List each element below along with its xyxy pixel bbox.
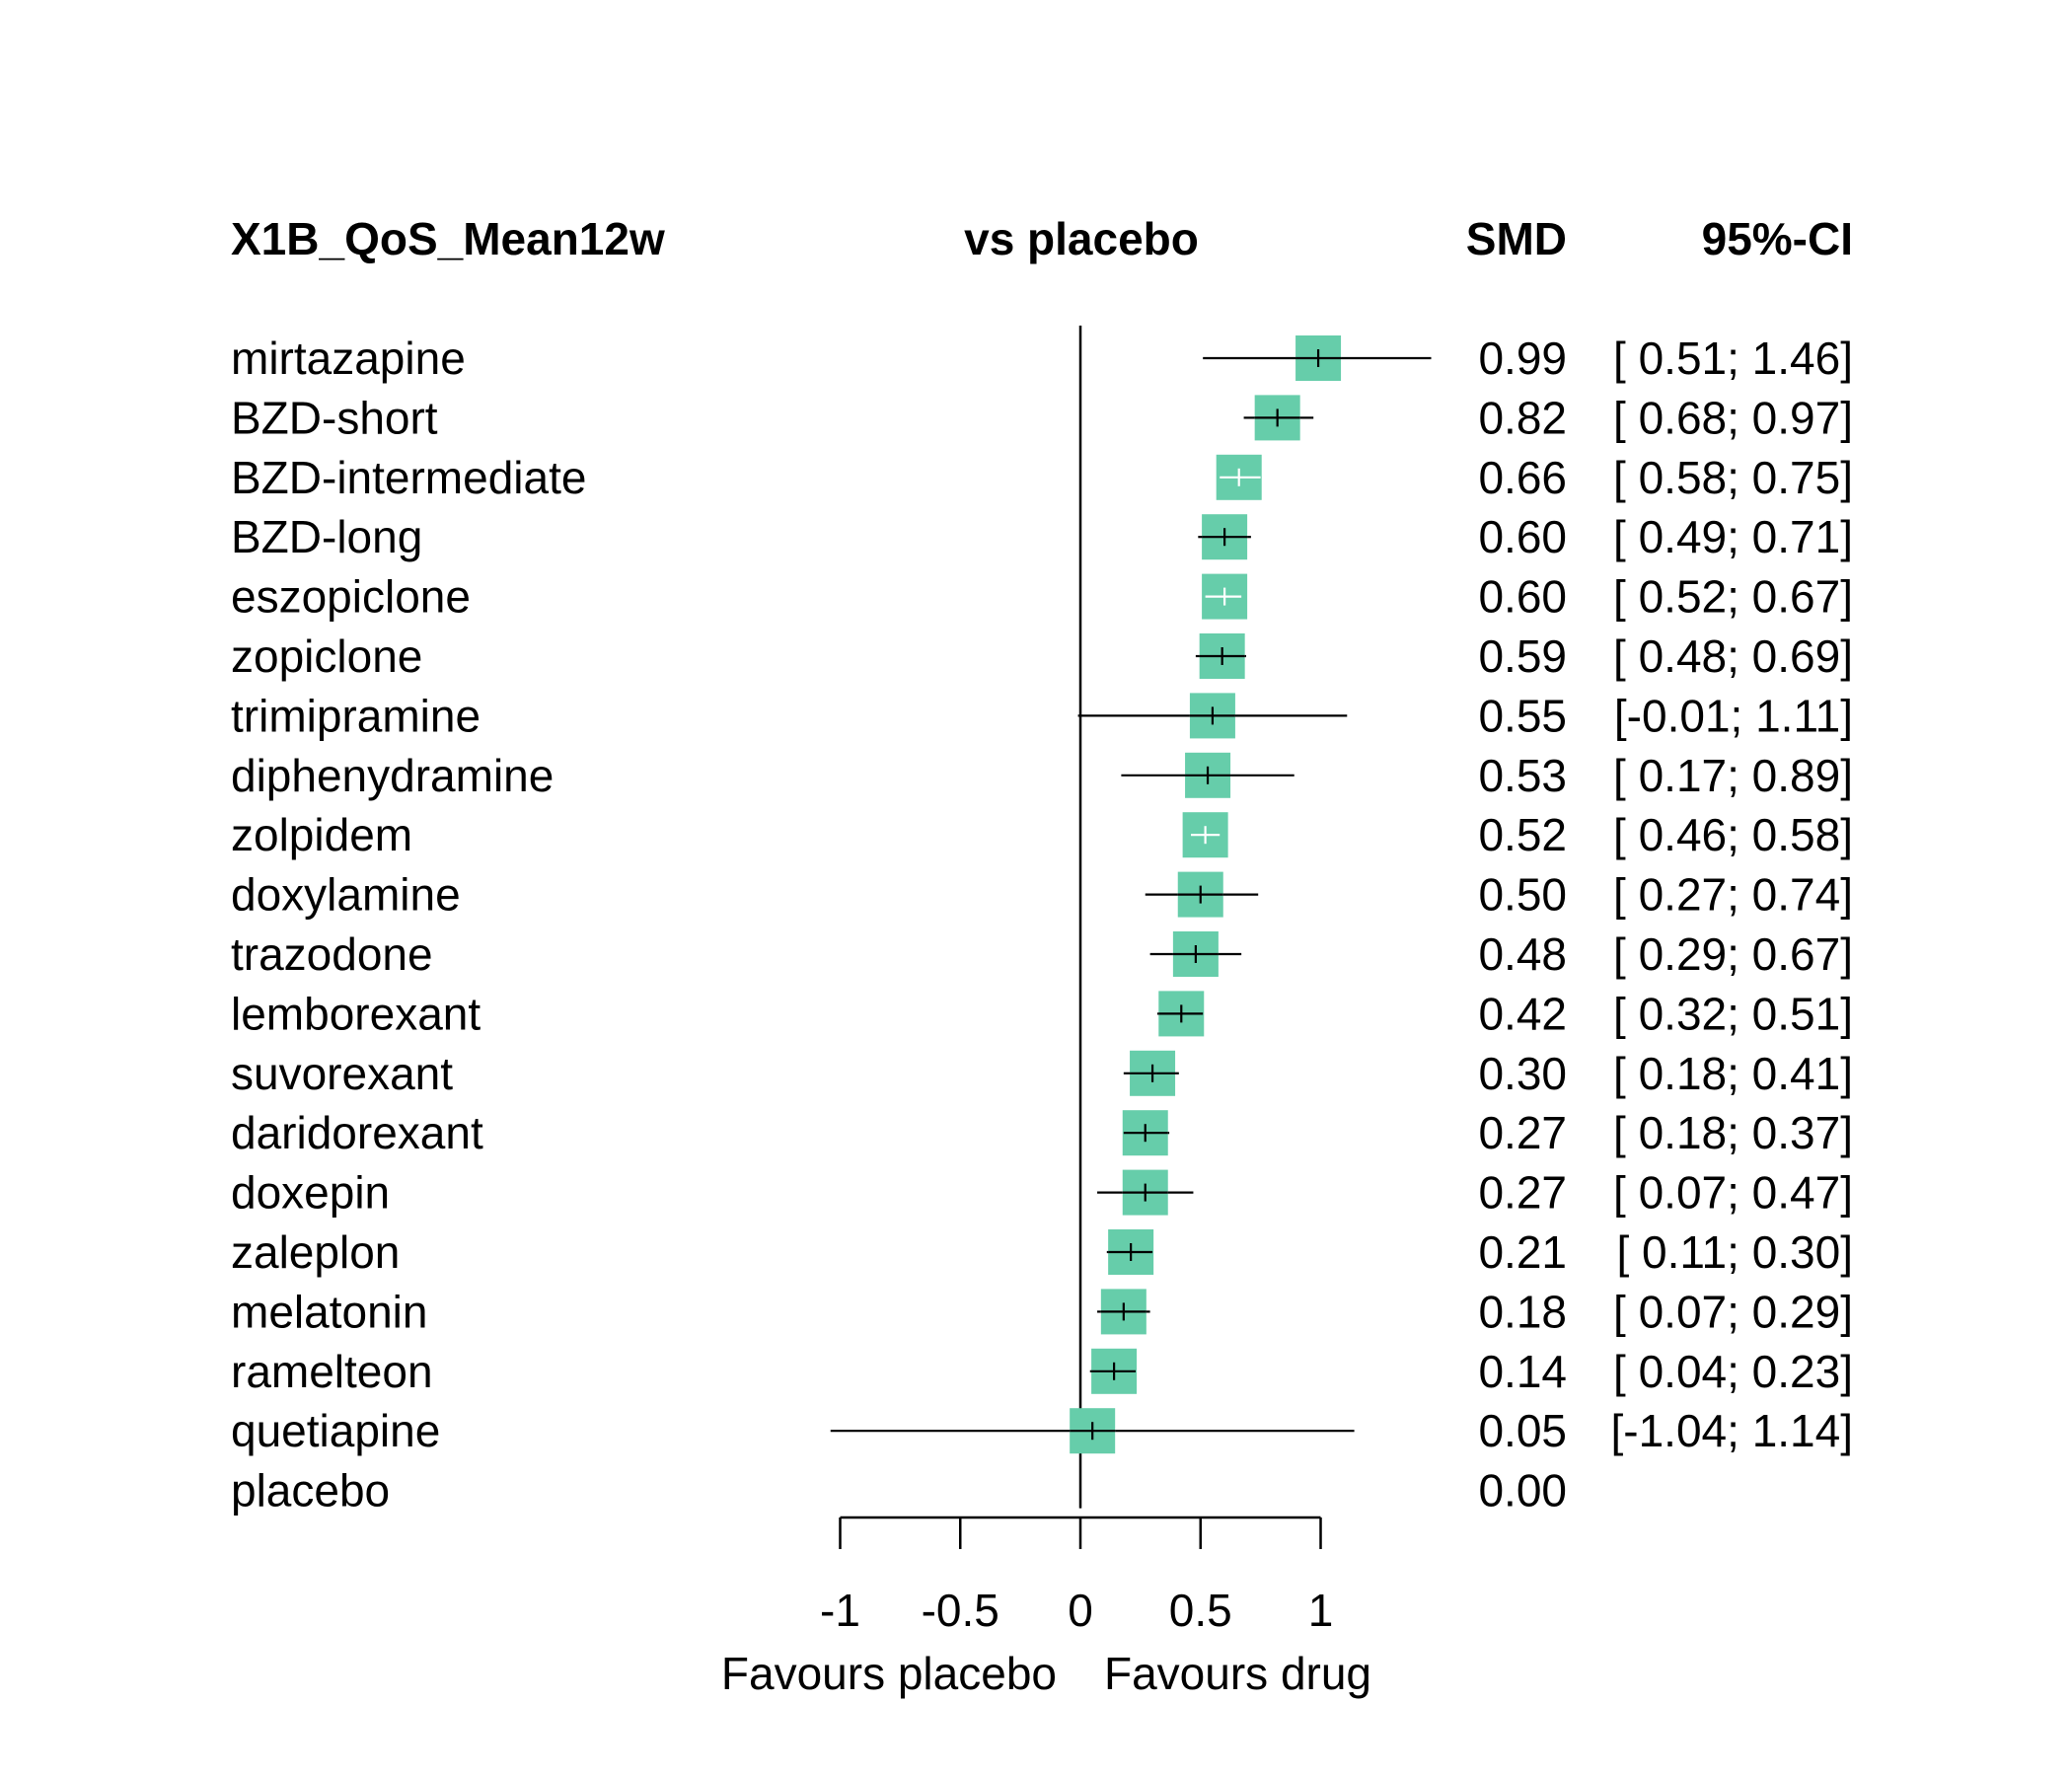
- row-label: ramelteon: [231, 1346, 433, 1397]
- estimate-row: [1097, 1289, 1150, 1335]
- smd-value: 0.59: [1478, 630, 1567, 682]
- smd-value: 0.60: [1478, 571, 1567, 623]
- ci-value: [-0.01; 1.11]: [1614, 690, 1853, 741]
- smd-value: 0.18: [1478, 1286, 1567, 1337]
- smd-value: 0.48: [1478, 928, 1567, 980]
- row-label: doxepin: [231, 1167, 390, 1219]
- row-label: BZD-short: [231, 392, 438, 443]
- header-row: X1B_QoS_Mean12w vs placebo SMD 95%-CI: [231, 213, 1853, 264]
- smd-value: 0.30: [1478, 1048, 1567, 1099]
- smd-value: 0.50: [1478, 869, 1567, 921]
- smd-value: 0.14: [1478, 1346, 1567, 1397]
- ci-value: [ 0.46; 0.58]: [1613, 809, 1853, 860]
- x-tick-label: 1: [1308, 1585, 1334, 1636]
- ci-value: [ 0.48; 0.69]: [1613, 630, 1853, 682]
- smd-header: SMD: [1466, 213, 1567, 264]
- x-tick-label: -0.5: [922, 1585, 999, 1636]
- ci-value: [ 0.68; 0.97]: [1613, 392, 1853, 443]
- estimate-row: [1149, 931, 1242, 977]
- row-label: eszopiclone: [231, 571, 471, 623]
- smd-value: 0.60: [1478, 511, 1567, 562]
- ci-value: [ 0.11; 0.30]: [1616, 1226, 1853, 1278]
- smd-value: 0.21: [1478, 1226, 1567, 1278]
- estimate-row: [1198, 514, 1251, 560]
- ci-value: [ 0.52; 0.67]: [1613, 571, 1853, 623]
- estimate-row: [1195, 633, 1247, 679]
- estimate-row: [1145, 871, 1259, 918]
- row-label: doxylamine: [231, 869, 461, 921]
- x-tick-label: 0.5: [1169, 1585, 1232, 1636]
- row-label: suvorexant: [231, 1048, 453, 1099]
- row-label: trazodone: [231, 928, 433, 980]
- ci-header: 95%-CI: [1702, 213, 1853, 264]
- row-label: lemborexant: [231, 988, 481, 1039]
- row-label: diphenydramine: [231, 750, 554, 801]
- x-tick-label: 0: [1068, 1585, 1093, 1636]
- ci-value: [ 0.58; 0.75]: [1613, 452, 1853, 503]
- ci-value: [ 0.07; 0.29]: [1613, 1286, 1853, 1337]
- estimate-row: [1243, 395, 1314, 441]
- ci-value: [-1.04; 1.14]: [1611, 1405, 1854, 1456]
- row-label: BZD-long: [231, 511, 422, 562]
- ci-value: [ 0.18; 0.37]: [1613, 1107, 1853, 1158]
- outcome-header: X1B_QoS_Mean12w: [231, 213, 665, 264]
- ci-value: [ 0.18; 0.41]: [1613, 1048, 1853, 1099]
- row-label: placebo: [231, 1465, 390, 1517]
- row-label: melatonin: [231, 1286, 427, 1337]
- comparison-header: vs placebo: [964, 213, 1199, 264]
- row-label: zaleplon: [231, 1226, 400, 1278]
- rows-layer: mirtazapine 0.99 [ 0.51; 1.46] BZD-short 0.8…: [231, 333, 1853, 1517]
- smd-value: 0.00: [1478, 1465, 1567, 1517]
- estimate-row: [1182, 812, 1228, 858]
- smd-value: 0.52: [1478, 809, 1567, 860]
- estimate-row: [1202, 573, 1248, 620]
- estimate-row: [1156, 991, 1205, 1037]
- ci-value: [ 0.07; 0.47]: [1613, 1167, 1853, 1219]
- estimate-row: [830, 1408, 1355, 1454]
- smd-value: 0.82: [1478, 392, 1567, 443]
- ci-value: [ 0.27; 0.74]: [1613, 869, 1853, 921]
- x-axis: -1 -0.5 0 0.5 1 Favours placebo Favours drug: [721, 1516, 1371, 1699]
- ci-value: [ 0.04; 0.23]: [1613, 1346, 1853, 1397]
- row-label: mirtazapine: [231, 333, 466, 384]
- ci-value: [ 0.29; 0.67]: [1613, 928, 1853, 980]
- estimate-row: [1106, 1229, 1154, 1275]
- smd-value: 0.05: [1478, 1405, 1567, 1456]
- row-label: zopiclone: [231, 630, 422, 682]
- ci-value: [ 0.49; 0.71]: [1613, 511, 1853, 562]
- smd-value: 0.42: [1478, 988, 1567, 1039]
- estimate-row: [1089, 1348, 1138, 1394]
- ci-value: [ 0.32; 0.51]: [1613, 988, 1853, 1039]
- plot-area: [830, 326, 1432, 1509]
- estimate-row: [1122, 1110, 1170, 1156]
- smd-value: 0.27: [1478, 1107, 1567, 1158]
- smd-value: 0.53: [1478, 750, 1567, 801]
- row-label: quetiapine: [231, 1405, 440, 1456]
- row-label: trimipramine: [231, 690, 481, 741]
- estimate-row: [1123, 1050, 1179, 1096]
- smd-value: 0.99: [1478, 333, 1567, 384]
- smd-value: 0.66: [1478, 452, 1567, 503]
- smd-value: 0.55: [1478, 690, 1567, 741]
- estimate-row: [1077, 693, 1348, 739]
- estimate-row: [1121, 752, 1295, 798]
- x-tick-label: -1: [820, 1585, 860, 1636]
- row-label: BZD-intermediate: [231, 452, 586, 503]
- favours-left-label: Favours placebo: [721, 1648, 1057, 1699]
- favours-right-label: Favours drug: [1104, 1648, 1371, 1699]
- smd-value: 0.27: [1478, 1167, 1567, 1219]
- estimate-row: [1097, 1169, 1194, 1216]
- row-label: zolpidem: [231, 809, 412, 860]
- estimate-row: [1203, 335, 1432, 381]
- row-label: daridorexant: [231, 1107, 483, 1158]
- ci-value: [ 0.17; 0.89]: [1613, 750, 1853, 801]
- ci-value: [ 0.51; 1.46]: [1613, 333, 1853, 384]
- estimate-row: [1216, 454, 1262, 500]
